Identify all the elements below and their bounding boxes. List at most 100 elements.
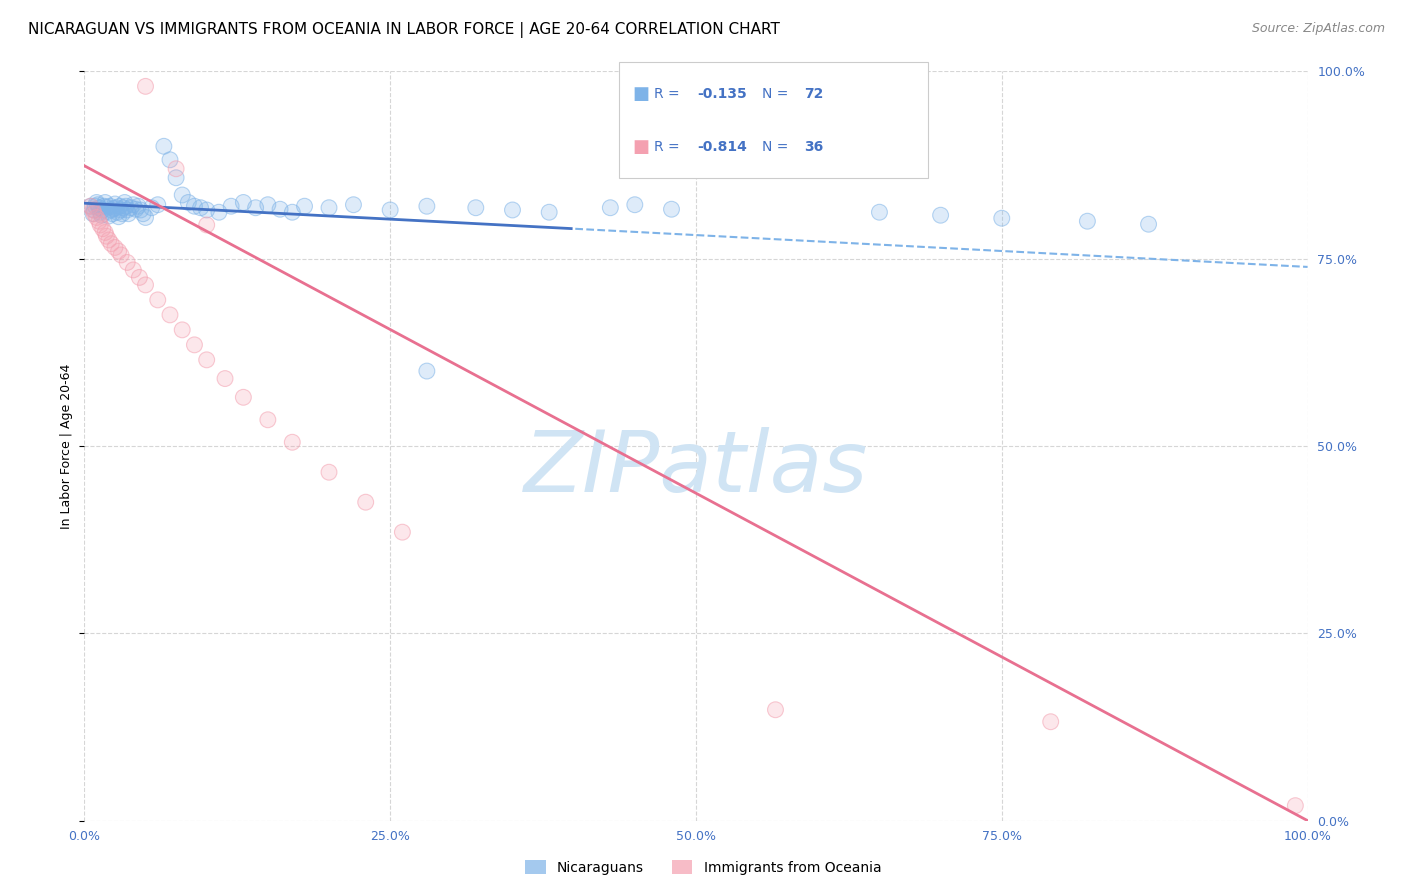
Point: [661, 202, 683, 217]
Point: [115, 255, 138, 269]
Point: [94, 226, 117, 240]
Text: R =: R =: [654, 87, 683, 101]
Point: [464, 201, 486, 215]
Point: [103, 202, 125, 216]
Text: ■: ■: [633, 85, 650, 103]
Point: [159, 308, 181, 322]
Point: [172, 188, 194, 202]
Point: [104, 197, 127, 211]
Legend: Nicaraguans, Immigrants from Oceania: Nicaraguans, Immigrants from Oceania: [519, 855, 887, 880]
Point: [165, 170, 187, 185]
Point: [89, 205, 111, 219]
Point: [281, 435, 304, 450]
Point: [122, 198, 145, 212]
Point: [104, 197, 127, 211]
Point: [107, 210, 129, 224]
Point: [135, 79, 157, 94]
Point: [172, 323, 194, 337]
Point: [96, 200, 118, 214]
Point: [195, 352, 218, 367]
Point: [115, 199, 138, 213]
Point: [281, 205, 304, 219]
Text: N =: N =: [762, 140, 793, 154]
Point: [91, 202, 114, 217]
Point: [107, 244, 129, 259]
Point: [122, 263, 145, 277]
Point: [141, 201, 163, 215]
Point: [97, 204, 120, 219]
Point: [153, 139, 176, 153]
Point: [87, 198, 110, 212]
Point: [190, 201, 212, 215]
Point: [110, 202, 132, 217]
Point: [120, 201, 142, 215]
Point: [165, 161, 187, 176]
Point: [107, 244, 129, 259]
Point: [269, 202, 291, 217]
Point: [129, 202, 152, 217]
Point: [79, 199, 101, 213]
Point: [146, 198, 169, 212]
Point: [132, 207, 155, 221]
Point: [195, 352, 218, 367]
Point: [177, 195, 200, 210]
Point: [190, 201, 212, 215]
Point: [94, 226, 117, 240]
Point: [97, 209, 120, 223]
Point: [1039, 714, 1062, 729]
Point: [86, 195, 108, 210]
Point: [128, 270, 150, 285]
Point: [232, 195, 254, 210]
Text: N =: N =: [762, 87, 793, 101]
Point: [177, 195, 200, 210]
Point: [624, 198, 647, 212]
Point: [87, 201, 110, 215]
Point: [86, 211, 108, 225]
Point: [94, 195, 117, 210]
Point: [624, 198, 647, 212]
Point: [82, 202, 104, 217]
Point: [93, 199, 115, 213]
Text: NICARAGUAN VS IMMIGRANTS FROM OCEANIA IN LABOR FORCE | AGE 20-64 CORRELATION CHA: NICARAGUAN VS IMMIGRANTS FROM OCEANIA IN…: [28, 22, 780, 38]
Y-axis label: In Labor Force | Age 20-64: In Labor Force | Age 20-64: [59, 363, 73, 529]
Point: [214, 371, 236, 385]
Point: [294, 199, 316, 213]
Point: [464, 201, 486, 215]
Text: ■: ■: [633, 138, 650, 156]
Point: [103, 202, 125, 216]
Point: [269, 202, 291, 217]
Point: [354, 495, 377, 509]
Text: -0.814: -0.814: [697, 140, 747, 154]
Point: [599, 201, 621, 215]
Point: [89, 218, 111, 232]
Point: [195, 218, 218, 232]
Text: 72: 72: [804, 87, 824, 101]
Point: [110, 248, 132, 262]
Point: [159, 153, 181, 167]
Point: [97, 204, 120, 219]
Text: R =: R =: [654, 140, 683, 154]
Point: [84, 199, 107, 213]
Point: [219, 199, 242, 213]
Point: [929, 208, 952, 222]
Point: [991, 211, 1014, 226]
Point: [183, 338, 205, 352]
Point: [183, 199, 205, 213]
Point: [416, 199, 439, 213]
Point: [257, 198, 280, 212]
Point: [105, 201, 128, 215]
Point: [135, 211, 157, 225]
Point: [380, 202, 402, 217]
Point: [128, 270, 150, 285]
Point: [159, 153, 181, 167]
Point: [104, 240, 127, 254]
Point: [96, 229, 118, 244]
Point: [1076, 214, 1098, 228]
Point: [83, 202, 105, 217]
Point: [100, 236, 122, 251]
Point: [100, 202, 122, 217]
Point: [146, 293, 169, 307]
Point: [100, 202, 122, 217]
Point: [232, 195, 254, 210]
Point: [183, 199, 205, 213]
